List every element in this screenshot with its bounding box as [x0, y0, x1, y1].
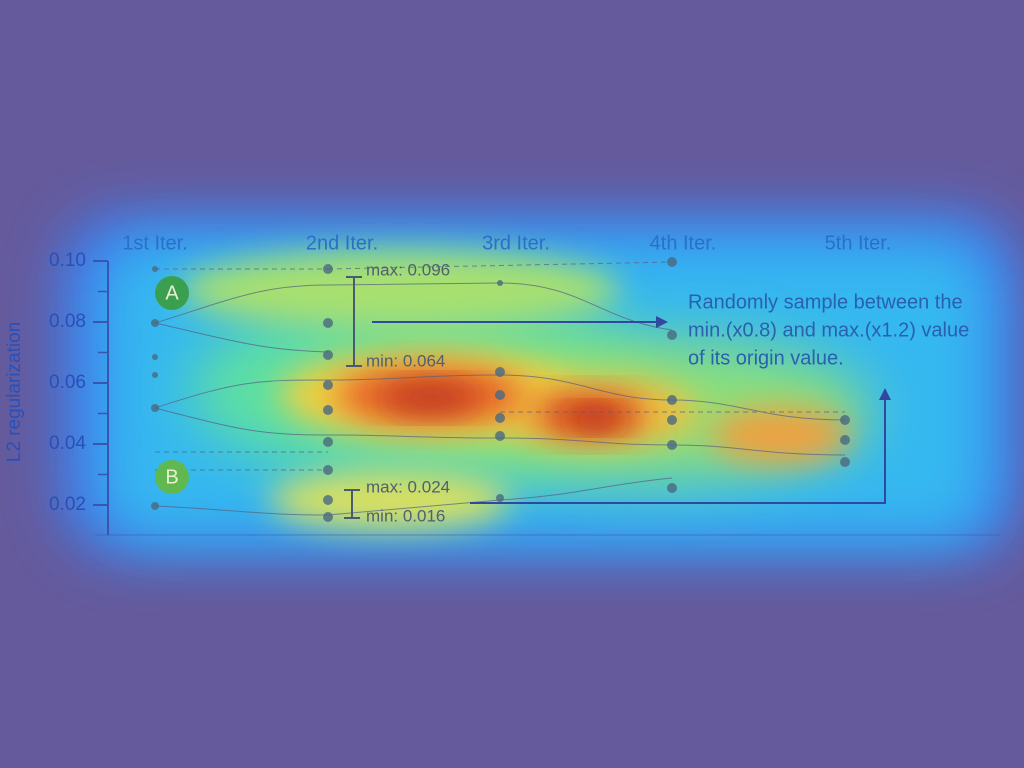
- marker-badge: [155, 460, 189, 494]
- iteration-label: 1st Iter.: [122, 232, 188, 254]
- note-line: of its origin value.: [688, 347, 844, 369]
- range-brackets: [344, 276, 362, 519]
- tick-label: 0.10: [49, 250, 86, 271]
- iteration-label: 4th Iter.: [650, 232, 717, 254]
- tick-label: 0.04: [49, 433, 86, 454]
- dots: [151, 257, 850, 522]
- iteration-label: 2nd Iter.: [306, 232, 378, 254]
- marker-badge: [155, 276, 189, 310]
- arrows: [372, 321, 886, 504]
- tick-label: 0.06: [49, 372, 86, 393]
- marker-label: A: [165, 282, 179, 304]
- note-line: min.(x0.8) and max.(x1.2) value: [688, 319, 969, 341]
- range-max: max: 0.096: [366, 260, 450, 279]
- range-min: min: 0.016: [366, 506, 445, 525]
- marker-label: B: [165, 466, 178, 488]
- note-line: Randomly sample between the: [688, 291, 963, 313]
- axis: [95, 261, 1000, 536]
- iteration-label: 5th Iter.: [825, 232, 892, 254]
- range-min: min: 0.064: [366, 351, 445, 370]
- iteration-label: 3rd Iter.: [482, 232, 550, 254]
- tick-label: 0.02: [49, 494, 86, 515]
- range-max: max: 0.024: [366, 477, 450, 496]
- axis-label: L2 regularization: [4, 322, 25, 462]
- tick-label: 0.08: [49, 311, 86, 332]
